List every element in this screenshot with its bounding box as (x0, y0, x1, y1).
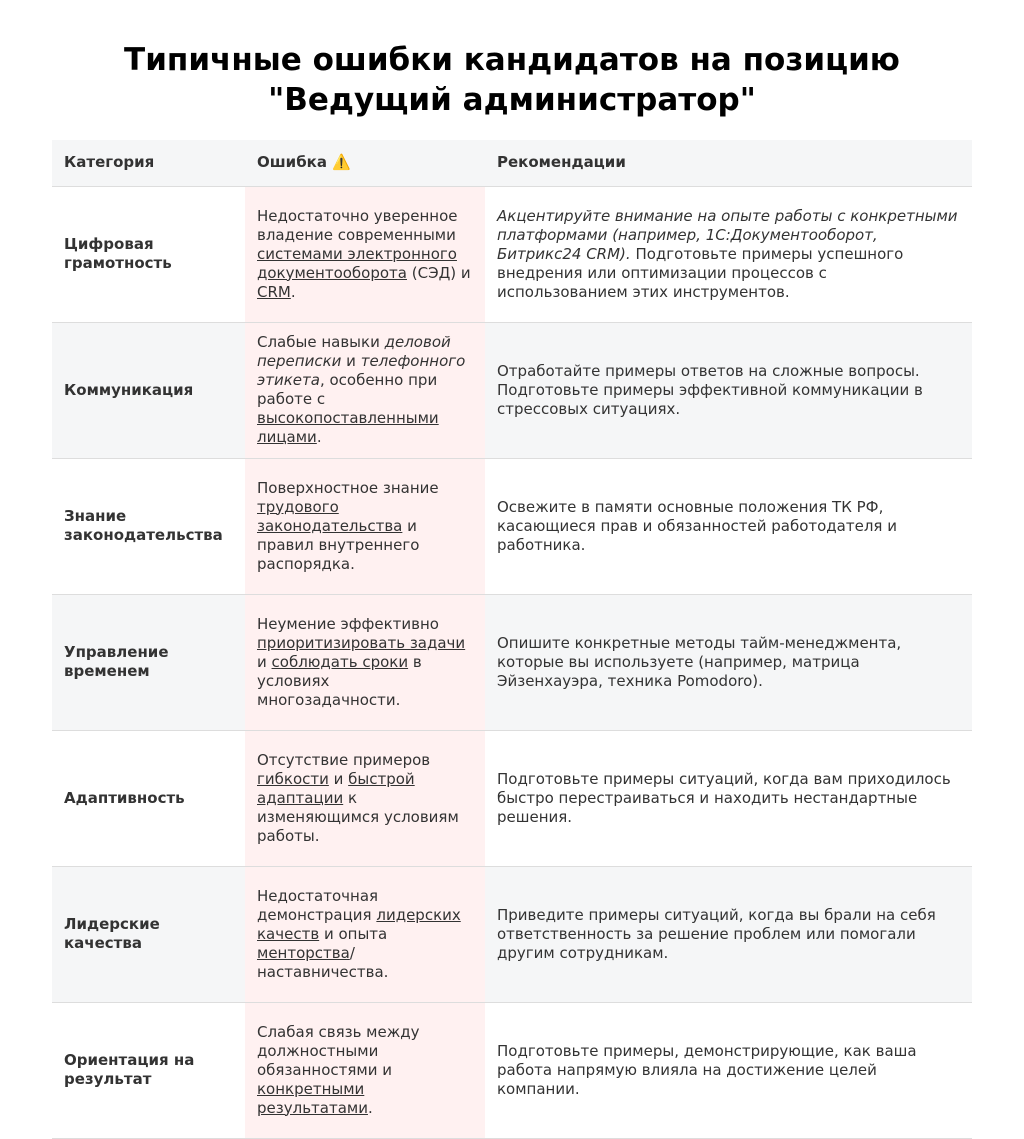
text-run: и (257, 652, 272, 671)
header-cell: Рекомендации (485, 140, 972, 187)
text-run: Отработайте примеры ответов на сложные в… (497, 361, 923, 418)
error-cell: Неумение эффективно приоритизировать зад… (245, 594, 485, 731)
italic-text: деловой переписки (257, 333, 451, 370)
text-run: Подготовьте примеры успешного внедрения … (497, 244, 904, 301)
text-run: Слабая связь между должностными обязанно… (257, 1022, 420, 1079)
recommendation-cell: Приведите примеры ситуаций, когда вы бра… (485, 866, 972, 1003)
recommendation-cell: Опишите конкретные методы тайм-менеджмен… (485, 594, 972, 731)
text-run: , особенно при работе с (257, 371, 438, 408)
italic-text: телефонного этикета (257, 352, 466, 389)
header-cell: Категория (52, 140, 245, 187)
category-cell: Адаптивность (52, 730, 245, 867)
text-run: и правил внутреннего распорядка. (257, 516, 420, 573)
text-run: к изменяющимся условиям работы. (257, 788, 459, 845)
text-run: Слабые навыки (257, 333, 385, 351)
text-run: Неумение эффективно (257, 614, 439, 633)
table-row: Коммуникация Слабые навыки деловой перепи… (52, 322, 972, 459)
underline-text: системами электронного документооборота (257, 244, 457, 282)
text-run: /наставничества. (257, 943, 389, 981)
error-cell: Слабые навыки деловой переписки и телефо… (245, 322, 485, 459)
table-row: Адаптивность Отсутствие примеров гибкости… (52, 730, 972, 867)
underline-text: приоритизировать задачи (257, 633, 466, 652)
underline-text: быстрой адаптации (257, 769, 415, 807)
italic-text: Акцентируйте внимание на опыте работы с … (497, 206, 958, 263)
underline-text: высокопоставленными лицами (257, 409, 439, 446)
text-run: Недостаточно уверенное владение современ… (257, 206, 458, 244)
title-line: "Ведущий администратор" (268, 82, 756, 118)
error-cell: Недостаточная демонстрация лидерских кач… (245, 866, 485, 1003)
error-cell: Поверхностное знание трудового законодат… (245, 458, 485, 595)
table-body: Цифровая грамотность Недостаточно уверенн… (52, 186, 972, 1139)
error-cell: Слабая связь между должностными обязанно… (245, 1002, 485, 1139)
title-line: Типичные ошибки кандидатов на позицию (124, 42, 900, 78)
category-cell: Коммуникация (52, 322, 245, 459)
text-run: в условиях многозадачности. (257, 652, 422, 709)
text-run: . (367, 1098, 373, 1117)
table-row: Лидерские качества Недостаточная демонстр… (52, 866, 972, 1003)
text-run: Поверхностное знание (257, 478, 439, 497)
recommendation-cell: Подготовьте примеры ситуаций, когда вам … (485, 730, 972, 867)
underline-text: менторства (257, 943, 350, 962)
text-run: и (341, 352, 361, 370)
table-row: Знание законодательства Поверхностное зна… (52, 458, 972, 595)
text-run: . (290, 282, 296, 301)
text-run: Подготовьте примеры, демонстрирующие, ка… (497, 1041, 917, 1098)
header-row: Категория Ошибка ⚠️ Рекомендации (52, 140, 972, 187)
text-run: Отсутствие примеров (257, 750, 431, 769)
category-cell: Знание законодательства (52, 458, 245, 595)
category-cell: Цифровая грамотность (52, 186, 245, 323)
header-cell: Ошибка ⚠️ (245, 140, 485, 187)
table-row: Цифровая грамотность Недостаточно уверенн… (52, 186, 972, 323)
underline-text: конкретными результатами (257, 1079, 368, 1117)
text-run: Недостаточная демонстрация (257, 886, 379, 924)
text-run: Приведите примеры ситуаций, когда вы бра… (497, 905, 936, 962)
table-row: Управление временем Неумение эффективно п… (52, 594, 972, 731)
text-run: Освежите в памяти основные положения ТК … (497, 497, 897, 554)
recommendation-cell: Освежите в памяти основные положения ТК … (485, 458, 972, 595)
underline-text: лидерских качеств (257, 905, 461, 943)
title: Типичные ошибки кандидатов на позицию "Ве… (0, 0, 1024, 118)
category-cell: Ориентация на результат (52, 1002, 245, 1139)
recommendation-cell: Подготовьте примеры, демонстрирующие, ка… (485, 1002, 972, 1139)
underline-text: гибкости (257, 769, 329, 788)
table-row: Ориентация на результат Слабая связь межд… (52, 1002, 972, 1139)
error-cell: Недостаточно уверенное владение современ… (245, 186, 485, 323)
text-run: Опишите конкретные методы тайм-менеджмен… (497, 633, 902, 690)
underline-text: CRM (257, 282, 291, 301)
text-run: Подготовьте примеры ситуаций, когда вам … (497, 769, 951, 826)
text-run: и (328, 769, 349, 788)
category-cell: Лидерские качества (52, 866, 245, 1003)
underline-text: соблюдать сроки (271, 652, 409, 671)
recommendation-cell: Акцентируйте внимание на опыте работы с … (485, 186, 972, 323)
error-cell: Отсутствие примеров гибкости и быстрой а… (245, 730, 485, 867)
underline-text: трудового законодательства (257, 497, 403, 535)
text-run: . (316, 428, 322, 446)
text-run: и опыта (319, 924, 388, 943)
category-cell: Управление временем (52, 594, 245, 731)
recommendation-cell: Отработайте примеры ответов на сложные в… (485, 322, 972, 459)
table: Категория Ошибка ⚠️ Рекомендации Цифровая … (52, 140, 972, 1139)
text-run: (СЭД) и (407, 263, 471, 282)
